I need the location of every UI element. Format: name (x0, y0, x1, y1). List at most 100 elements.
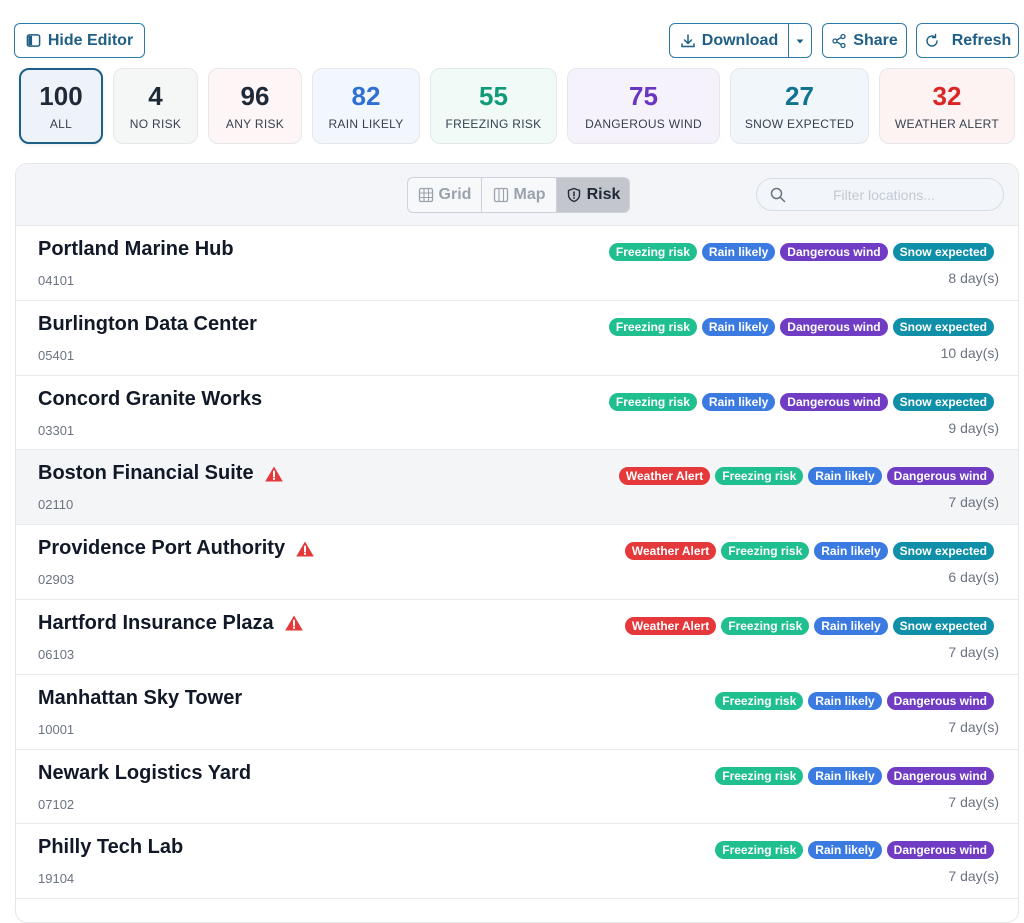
risk-badge: Snow expected (892, 542, 994, 561)
stat-card-freezing-risk[interactable]: 55 FREEZING RISK (430, 68, 557, 144)
location-row[interactable]: Manhattan Sky Tower 10001 Freezing risk Rai… (16, 675, 1018, 750)
filter-locations-input[interactable] (833, 186, 1003, 203)
map-icon (493, 187, 509, 203)
risk-badge: Rain likely (808, 467, 882, 486)
risk-badge: Rain likely (808, 766, 882, 785)
stat-value: 100 (39, 81, 83, 111)
tab-risk-label: Risk (586, 186, 621, 203)
location-row[interactable]: Portland Marine Hub 04101 Freezing risk Rai… (16, 226, 1018, 301)
location-zip-code: 06103 (38, 646, 75, 662)
tab-grid-label: Grid (438, 186, 472, 203)
caret-down-icon (792, 33, 808, 49)
warning-triangle-icon (295, 540, 315, 558)
forecast-days: 6 day(s) (948, 569, 999, 586)
view-toggle: Grid Map Risk (407, 177, 630, 213)
location-zip-code: 02903 (38, 572, 75, 588)
download-options-button[interactable] (788, 23, 812, 58)
share-label: Share (853, 31, 898, 49)
risk-summary-cards: 100 ALL 4 NO RISK 96 ANY RISK 82 RAIN LI… (0, 66, 1024, 148)
stat-card-snow-expected[interactable]: 27 SNOW EXPECTED (730, 68, 869, 144)
risk-badge: Snow expected (892, 243, 994, 261)
risk-badge: Freezing risk (721, 616, 810, 635)
risk-badge: Snow expected (892, 616, 994, 635)
tab-map[interactable]: Map (482, 178, 557, 212)
risk-tags: Freezing risk Rain likely Dangerous wind Sn… (608, 243, 994, 261)
refresh-button[interactable]: Refresh (916, 23, 1019, 58)
location-name: Newark Logistics Yard (38, 762, 251, 785)
forecast-days: 7 day(s) (948, 793, 999, 810)
location-row[interactable]: Providence Port Authority 02903 Weather Al… (16, 525, 1018, 600)
location-name-text: Newark Logistics Yard (38, 761, 252, 784)
tab-grid[interactable]: Grid (408, 178, 482, 212)
location-name-text: Boston Financial Suite (38, 462, 254, 485)
risk-badge: Freezing risk (608, 392, 697, 411)
tab-risk[interactable]: Risk (557, 178, 629, 212)
risk-badge: Weather Alert (624, 616, 717, 635)
risk-badge: Dangerous wind (780, 317, 888, 336)
risk-badge: Rain likely (701, 317, 776, 336)
hide-editor-button[interactable]: Hide Editor (14, 23, 145, 58)
share-button[interactable]: Share (822, 23, 907, 58)
location-name: Providence Port Authority (38, 537, 315, 560)
download-button[interactable]: Download (669, 23, 789, 58)
stat-card-rain-likely[interactable]: 82 RAIN LIKELY (312, 68, 420, 144)
risk-badge: Rain likely (808, 841, 882, 860)
location-name: Manhattan Sky Tower (38, 687, 242, 710)
stat-label: WEATHER ALERT (894, 117, 1000, 131)
stat-card-weather-alert[interactable]: 32 WEATHER ALERT (879, 68, 1015, 144)
stat-card-all[interactable]: 100 ALL (19, 68, 103, 144)
hide-editor-label: Hide Editor (47, 31, 134, 49)
location-name: Portland Marine Hub (38, 238, 234, 261)
stat-card-dangerous-wind[interactable]: 75 DANGEROUS WIND (567, 68, 720, 144)
risk-badge: Dangerous wind (780, 392, 888, 411)
refresh-label: Refresh (951, 31, 1012, 49)
tab-map-label: Map (513, 186, 546, 203)
forecast-days: 7 day(s) (948, 868, 999, 885)
risk-tags: Freezing risk Rain likely Dangerous wind (715, 841, 994, 860)
panel-header: Grid Map Risk (16, 164, 1018, 226)
risk-badge: Freezing risk (721, 542, 810, 561)
stat-card-no-risk[interactable]: 4 NO RISK (113, 68, 198, 144)
risk-badge: Dangerous wind (886, 691, 994, 710)
risk-tags: Weather Alert Freezing risk Rain likely Sno… (624, 542, 994, 561)
location-name: Philly Tech Lab (38, 836, 183, 859)
location-name: Burlington Data Center (38, 313, 257, 336)
risk-badge: Rain likely (701, 243, 776, 261)
stat-label: SNOW EXPECTED (744, 117, 855, 131)
risk-badge: Freezing risk (715, 766, 804, 785)
location-zip-code: 05401 (38, 347, 75, 363)
location-row[interactable]: Philly Tech Lab 19104 Freezing risk Rain li… (16, 824, 1018, 900)
risk-badge: Weather Alert (618, 467, 711, 486)
download-icon (680, 33, 696, 49)
forecast-days: 7 day(s) (948, 718, 999, 735)
stat-label: ALL (49, 117, 73, 131)
grid-icon (418, 187, 434, 203)
refresh-icon (924, 33, 940, 49)
location-name-text: Burlington Data Center (38, 312, 257, 335)
location-row[interactable]: Boston Financial Suite 02110 Weather Alert… (16, 450, 1018, 526)
location-name: Boston Financial Suite (38, 462, 284, 485)
stat-label: DANGEROUS WIND (585, 117, 702, 131)
risk-badge: Freezing risk (715, 691, 804, 710)
risk-badge: Dangerous wind (886, 766, 994, 785)
download-label: Download (701, 31, 779, 49)
stat-value: 75 (629, 81, 658, 111)
location-row[interactable]: Newark Logistics Yard 07102 Freezing risk R… (16, 750, 1018, 825)
risk-badge: Rain likely (814, 542, 888, 561)
stat-value: 27 (785, 81, 814, 111)
location-name: Hartford Insurance Plaza (38, 612, 304, 635)
risk-badge: Rain likely (808, 691, 882, 710)
stat-card-any-risk[interactable]: 96 ANY RISK (208, 68, 302, 144)
location-zip-code: 04101 (38, 273, 75, 288)
stat-value: 96 (240, 81, 270, 111)
risk-badge: Dangerous wind (886, 841, 994, 860)
risk-tags: Freezing risk Rain likely Dangerous wind Sn… (608, 317, 994, 336)
location-row[interactable]: Burlington Data Center 05401 Freezing risk… (16, 301, 1018, 376)
share-icon (831, 33, 847, 49)
forecast-days: 9 day(s) (948, 419, 999, 436)
location-row[interactable]: Concord Granite Works 03301 Freezing risk R… (16, 376, 1018, 451)
location-name-text: Portland Marine Hub (38, 238, 234, 260)
location-row[interactable]: Hartford Insurance Plaza 06103 Weather Ale… (16, 600, 1018, 675)
risk-tags: Weather Alert Freezing risk Rain likely Sno… (624, 616, 994, 635)
